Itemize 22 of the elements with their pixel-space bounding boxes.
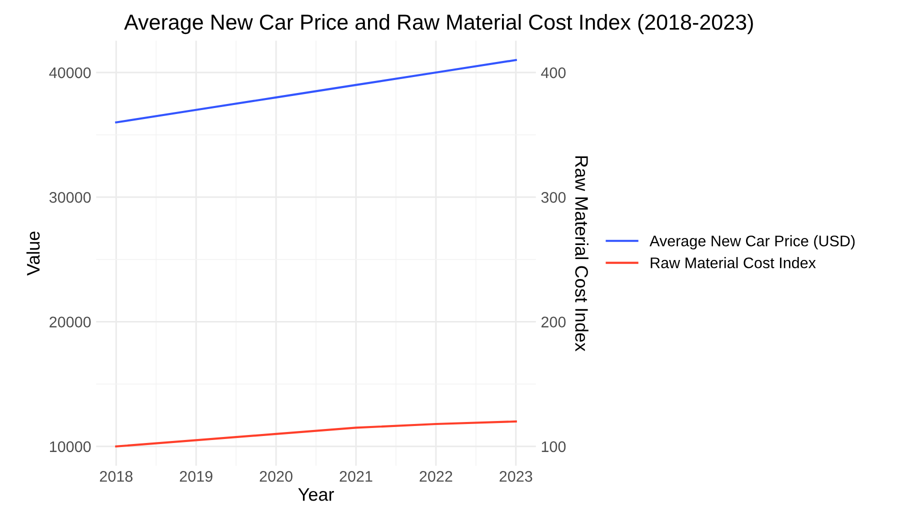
x-tick-label: 2018 — [100, 471, 132, 482]
line-series — [115, 58, 517, 124]
y2-tick-label: 100 — [542, 441, 566, 452]
chart-title: Average New Car Price and Raw Material Cost Index (2018-2023) — [124, 14, 753, 34]
x-tick-label: 2022 — [420, 471, 452, 482]
y2-tick-label: 300 — [541, 192, 566, 203]
y-tick-label: 30000 — [49, 192, 91, 203]
y-tick-label: 10000 — [50, 441, 91, 452]
x-tick-label: 2021 — [340, 471, 372, 482]
y2-tick-label: 400 — [541, 67, 566, 78]
x-axis-title: Year — [298, 488, 334, 501]
x-tick-label: 2019 — [180, 471, 212, 482]
y2-tick-label: 200 — [541, 316, 566, 328]
y-tick-label: 20000 — [50, 316, 91, 328]
y-tick-label: 40000 — [49, 67, 91, 78]
x-tick-label: 2020 — [260, 471, 292, 482]
x-tick-label: 2023 — [500, 471, 532, 482]
legend-label: Average New Car Price (USD) — [650, 235, 855, 250]
legend-label: Raw Material Cost Index — [650, 257, 816, 268]
line-series — [115, 420, 517, 448]
y-axis-title: Value — [26, 232, 40, 276]
y2-axis-title: Raw Material Cost Index — [575, 156, 588, 352]
